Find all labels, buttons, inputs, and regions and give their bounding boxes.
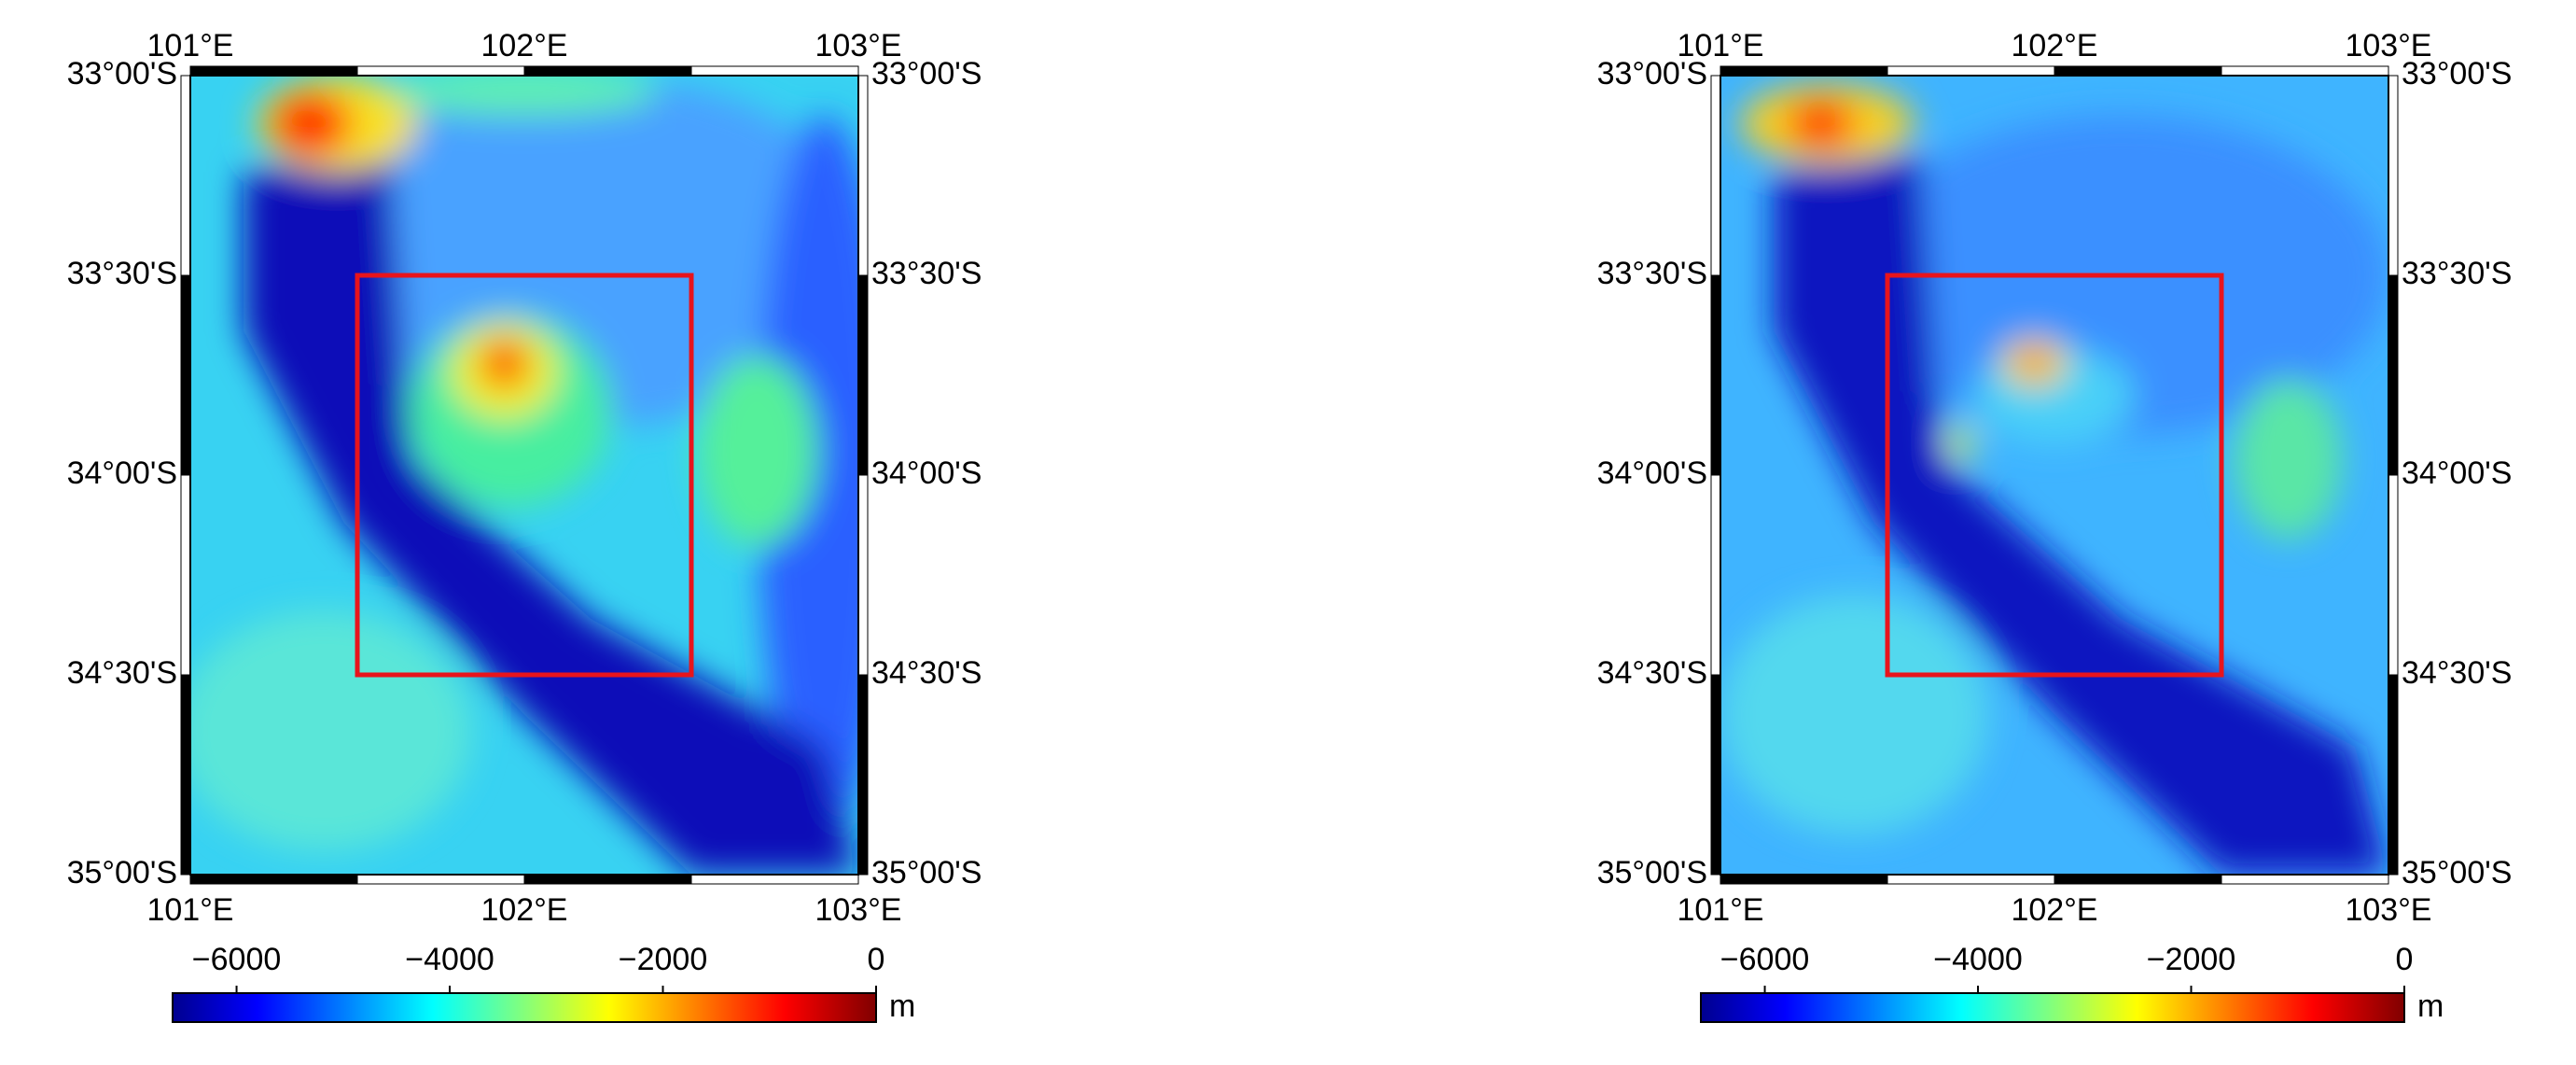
bathymetry-features xyxy=(190,76,858,875)
frame-segment xyxy=(356,65,525,77)
bathymetry-features xyxy=(1720,83,2388,875)
lat-tick-label: 33°30'S xyxy=(871,256,982,291)
frame-segment xyxy=(857,75,869,276)
frame-segment xyxy=(2388,474,2399,676)
frame-segment xyxy=(180,474,191,676)
frame-segment xyxy=(1710,674,1721,876)
bathymetry-feature xyxy=(190,610,471,851)
lat-tick-label: 33°30'S xyxy=(1597,256,1707,291)
frame-segment xyxy=(857,474,869,676)
lon-tick-label: 101°E xyxy=(1677,28,1763,63)
colorbar-tick-label: 0 xyxy=(868,942,885,977)
lat-tick-label: 35°00'S xyxy=(2402,855,2512,890)
frame-segment xyxy=(1710,474,1721,676)
bathymetry-feature xyxy=(270,91,351,156)
frame-segment xyxy=(690,874,859,885)
frame-segment xyxy=(2221,874,2389,885)
colorbar xyxy=(172,992,877,1023)
bathymetry-feature xyxy=(244,155,858,875)
bathymetry-feature xyxy=(1947,427,1975,459)
frame-segment xyxy=(690,65,859,77)
bathymetry-feature xyxy=(480,339,528,387)
bathymetry-feature xyxy=(698,355,819,548)
lat-tick-label: 34°30'S xyxy=(2402,655,2512,691)
colorbar xyxy=(1700,992,2405,1023)
map-frame xyxy=(1720,75,2389,876)
lon-tick-label: 103°E xyxy=(815,28,901,63)
frame-segment xyxy=(2388,75,2399,276)
region-box xyxy=(1885,273,2224,678)
lat-tick-label: 35°00'S xyxy=(1597,855,1707,890)
colorbar-tick-label: 0 xyxy=(2396,942,2414,977)
colorbar-unit: m xyxy=(2417,988,2444,1024)
lat-tick-label: 33°00'S xyxy=(1597,56,1707,91)
lon-tick-label: 101°E xyxy=(146,28,233,63)
frame-segment xyxy=(2054,874,2222,885)
frame-segment xyxy=(180,274,191,476)
lat-tick-label: 34°30'S xyxy=(67,655,177,691)
frame-segment xyxy=(189,65,358,77)
lat-tick-label: 34°30'S xyxy=(871,655,982,691)
bathymetry-feature xyxy=(1787,99,1855,148)
colorbar-unit: m xyxy=(889,988,915,1024)
lat-tick-label: 34°00'S xyxy=(1597,455,1707,491)
bathymetry-feature xyxy=(2021,351,2048,375)
lon-tick-label: 101°E xyxy=(1677,892,1763,928)
lon-tick-label: 103°E xyxy=(2345,28,2431,63)
bathymetry-image xyxy=(190,76,858,875)
lon-tick-label: 102°E xyxy=(480,28,567,63)
frame-segment xyxy=(2054,65,2222,77)
frame-segment xyxy=(180,75,191,276)
region-box xyxy=(355,273,694,678)
lon-tick-label: 101°E xyxy=(146,892,233,928)
frame-segment xyxy=(523,65,692,77)
frame-segment xyxy=(523,874,692,885)
lat-tick-label: 33°00'S xyxy=(871,56,982,91)
bathymetry-feature xyxy=(390,76,659,116)
frame-segment xyxy=(1720,874,1888,885)
lat-tick-label: 34°00'S xyxy=(2402,455,2512,491)
lat-tick-label: 34°00'S xyxy=(67,455,177,491)
colorbar-tick-label: −2000 xyxy=(619,942,708,977)
frame-segment xyxy=(2388,674,2399,876)
lat-tick-label: 35°00'S xyxy=(871,855,982,890)
frame-segment xyxy=(180,674,191,876)
lat-tick-label: 33°00'S xyxy=(67,56,177,91)
frame-segment xyxy=(1720,65,1888,77)
lat-tick-label: 33°30'S xyxy=(2402,256,2512,291)
bathymetry-image xyxy=(1720,76,2388,875)
lat-tick-label: 34°00'S xyxy=(871,455,982,491)
frame-segment xyxy=(1887,874,2055,885)
colorbar-tick-label: −4000 xyxy=(1933,942,2023,977)
frame-segment xyxy=(857,274,869,476)
frame-segment xyxy=(1887,65,2055,77)
frame-segment xyxy=(189,874,358,885)
frame-segment xyxy=(356,874,525,885)
frame-segment xyxy=(2221,65,2389,77)
frame-segment xyxy=(2388,274,2399,476)
bathymetry-feature xyxy=(1774,155,2388,875)
frame-segment xyxy=(1710,274,1721,476)
lat-tick-label: 35°00'S xyxy=(67,855,177,890)
frame-segment xyxy=(857,674,869,876)
lat-tick-label: 33°30'S xyxy=(67,256,177,291)
lon-tick-label: 103°E xyxy=(815,892,901,928)
lon-tick-label: 102°E xyxy=(2011,892,2097,928)
lon-tick-label: 102°E xyxy=(480,892,567,928)
bathymetry-feature xyxy=(1720,595,1988,835)
colorbar-tick-label: −4000 xyxy=(405,942,494,977)
bathymetry-feature xyxy=(2235,379,2342,540)
colorbar-tick-label: −6000 xyxy=(192,942,282,977)
frame-segment xyxy=(1710,75,1721,276)
lat-tick-label: 33°00'S xyxy=(2402,56,2512,91)
map-frame xyxy=(189,75,859,876)
lon-tick-label: 103°E xyxy=(2345,892,2431,928)
colorbar-tick-label: −6000 xyxy=(1720,942,1810,977)
colorbar-tick-label: −2000 xyxy=(2147,942,2236,977)
lat-tick-label: 34°30'S xyxy=(1597,655,1707,691)
lon-tick-label: 102°E xyxy=(2011,28,2097,63)
